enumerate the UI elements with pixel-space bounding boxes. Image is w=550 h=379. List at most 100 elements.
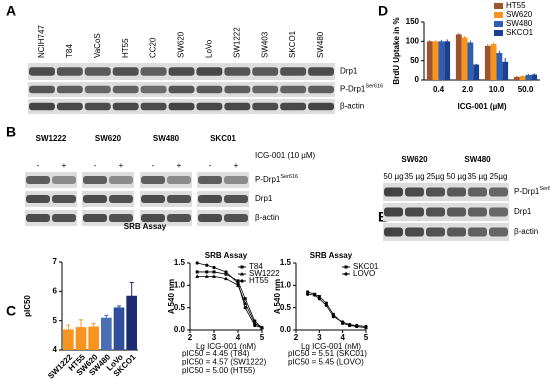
blot-band [168, 85, 195, 94]
blot-band [426, 227, 445, 237]
annotation: pIC50 = 5.51 (SKC01) [288, 349, 367, 358]
x-tick-label: 4 [340, 333, 345, 342]
blot-band [84, 102, 111, 111]
blot-band [405, 227, 424, 237]
treatment-sign: - [209, 161, 212, 170]
marker [195, 274, 200, 278]
legend-label: SKC01 [353, 262, 379, 271]
lane-label: 35 µg [467, 172, 487, 181]
annotation: pIC50 = 4.57 (SW1222) [182, 358, 267, 367]
blot-band [29, 102, 55, 111]
bar [484, 45, 491, 80]
bar [113, 307, 125, 350]
legend-swatch [494, 12, 503, 18]
x-tick-label: 0.4 [433, 85, 445, 94]
marker [243, 297, 247, 301]
blot-band [140, 67, 167, 76]
row-label: Drp1 [514, 207, 532, 216]
blot-band [224, 85, 251, 94]
blot-band [252, 102, 279, 111]
blot-band [141, 195, 165, 203]
y-tick-label: 50 [410, 56, 419, 65]
blot-band [167, 214, 191, 222]
x-tick-label: 2 [294, 333, 299, 342]
marker [212, 270, 216, 274]
row-label-text: β-actin [255, 213, 279, 222]
row-label: β-actin [255, 213, 279, 222]
blot-band [56, 85, 83, 94]
bar [531, 74, 538, 80]
lane-label: T84 [65, 44, 74, 58]
marker [317, 297, 321, 301]
row-label: Drp1 [340, 67, 358, 76]
blot-band [109, 176, 133, 184]
blot-band [280, 85, 307, 94]
chart-title: SRB Assay [310, 251, 353, 260]
annotation: pIC50 = 5.00 (HT55) [182, 366, 255, 375]
marker [195, 261, 199, 265]
blot-band [489, 187, 508, 197]
bar [455, 34, 462, 80]
blot-band [308, 67, 334, 76]
blot-band [426, 187, 445, 197]
treatment-label: ICG-001 (10 µM) [255, 151, 316, 160]
bar [467, 42, 474, 80]
y-tick-label: 0 [415, 75, 420, 84]
blot-band [52, 195, 76, 203]
y-tick-label: 1.0 [280, 280, 292, 289]
blot-band [83, 214, 107, 222]
lane-label: SW403 [260, 31, 269, 58]
blot-band [168, 67, 195, 76]
x-tick-label: 10.0 [489, 85, 505, 94]
marker [313, 293, 317, 297]
bar [101, 317, 112, 350]
x-tick-label: 50.0 [518, 85, 534, 94]
blot-band [405, 187, 424, 197]
bar [525, 74, 532, 80]
lane-label: NCIH747 [37, 25, 46, 58]
row-label-text: P-Drp1 [340, 85, 366, 94]
legend-label: SKCO1 [506, 28, 534, 37]
y-tick-label: 5 [53, 316, 58, 325]
blot-band [83, 176, 107, 184]
y-tick-label: 6 [53, 286, 58, 295]
blot-band [141, 176, 165, 184]
marker [355, 323, 359, 328]
marker [253, 319, 257, 323]
blot-band [29, 67, 55, 76]
marker [212, 274, 216, 278]
blot-band [112, 85, 139, 94]
blot-band [196, 85, 223, 94]
bar [490, 44, 497, 80]
panel-letter: C [6, 303, 16, 319]
group-label: SKC01 [210, 134, 236, 143]
blot-band [447, 227, 466, 237]
y-axis-label: pIC50 [23, 295, 32, 317]
marker [341, 320, 345, 324]
blot-band [224, 195, 248, 203]
blot-band [167, 195, 191, 203]
x-tick-label: 2.0 [462, 85, 474, 94]
legend-label: T84 [249, 262, 263, 271]
blot-band [280, 102, 307, 111]
blot-band [83, 195, 107, 203]
series-line [197, 275, 263, 329]
y-tick-label: 4 [53, 345, 58, 354]
blot-band [140, 85, 167, 94]
marker [260, 326, 264, 330]
blot-band [308, 85, 334, 94]
bar [513, 76, 520, 80]
y-tick-label: 1.5 [280, 258, 292, 267]
lane-label: LoVo [205, 39, 214, 58]
blot-band [196, 67, 223, 76]
y-axis-label: BrdU Uptake in % [392, 17, 401, 84]
group-label: SW480 [464, 155, 491, 164]
row-label-text: Drp1 [255, 194, 273, 203]
lane-label: CC20 [149, 37, 158, 58]
legend-label: HT55 [249, 276, 269, 285]
blot-band [29, 85, 55, 94]
lane-label: VaCoS [93, 33, 102, 58]
blot-band [252, 67, 279, 76]
x-tick-label: 4 [236, 333, 241, 342]
